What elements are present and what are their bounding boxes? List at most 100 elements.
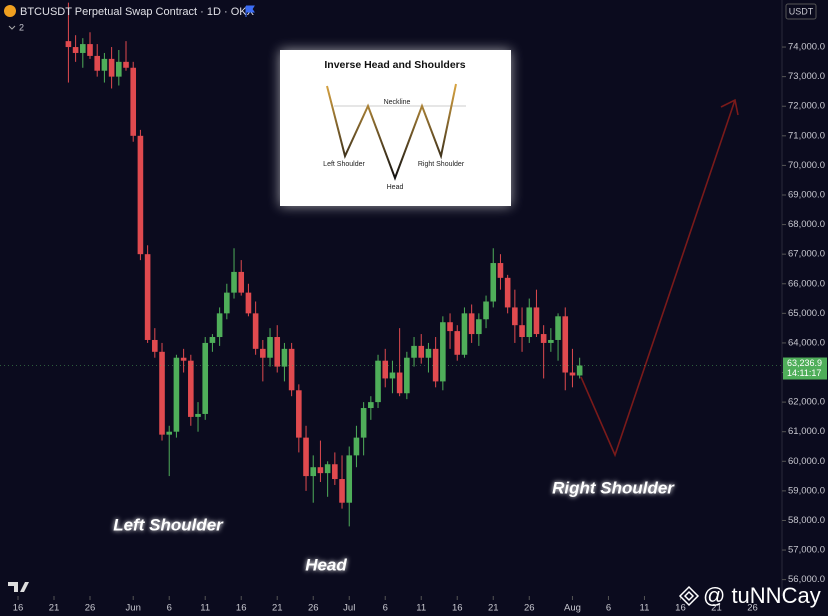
candle-body <box>260 348 266 358</box>
y-tick-label: 72,000.0 <box>788 101 825 112</box>
candle-body <box>483 301 489 320</box>
candle-body <box>425 348 432 358</box>
collapse-icon[interactable] <box>8 25 16 30</box>
candle-body <box>231 271 237 293</box>
y-tick-label: 73,000.0 <box>788 71 825 82</box>
countdown: 14:11:17 <box>787 368 821 378</box>
candle-body <box>368 402 374 409</box>
x-tick-label: 26 <box>85 603 96 614</box>
arrow-head <box>720 98 739 116</box>
candle-body <box>94 55 101 71</box>
y-tick-label: 60,000.0 <box>788 456 825 467</box>
x-tick-label: 16 <box>13 603 24 614</box>
y-tick-label: 69,000.0 <box>788 190 825 201</box>
currency-box[interactable] <box>785 3 817 20</box>
annotation: Right Shoulder <box>552 478 675 497</box>
candle-body <box>166 431 173 435</box>
candle-body <box>353 437 360 456</box>
y-tick-label: 65,000.0 <box>788 308 825 319</box>
annotation: Head <box>305 555 347 574</box>
candle-body <box>317 467 324 474</box>
x-tick-label: 16 <box>236 603 247 614</box>
x-tick-label: 26 <box>524 603 535 614</box>
candle-body <box>360 408 367 438</box>
candle-body <box>310 467 317 477</box>
candle-body <box>519 325 525 338</box>
last-price-label: 63,236.9 <box>787 358 822 368</box>
y-tick-label: 74,000.0 <box>788 42 825 53</box>
x-tick-label: 6 <box>383 603 388 614</box>
y-tick-label: 64,000.0 <box>788 337 825 348</box>
watermark-icon <box>678 585 700 607</box>
candle-body <box>144 254 151 340</box>
candle-body <box>432 348 439 382</box>
candle-body <box>202 342 209 414</box>
candle-body <box>440 322 446 382</box>
y-tick-label: 58,000.0 <box>788 515 825 526</box>
candle-body <box>209 337 216 343</box>
candle-body <box>288 348 295 391</box>
candle-body <box>555 316 561 340</box>
candle-body <box>101 58 108 71</box>
y-tick-label: 62,000.0 <box>788 397 825 408</box>
candle-body <box>382 360 389 379</box>
candle-body <box>468 313 475 335</box>
x-tick-label: 11 <box>200 603 210 614</box>
inset-box <box>280 50 511 206</box>
inset-label: Right Shoulder <box>418 161 465 168</box>
x-tick-label: 6 <box>167 603 172 614</box>
x-tick-label: Jul <box>343 603 355 614</box>
x-tick-label: 21 <box>49 603 60 614</box>
candle-body <box>576 365 583 376</box>
candle-body <box>389 372 396 379</box>
y-tick-label: 71,000.0 <box>788 130 825 141</box>
candle-body <box>512 307 518 326</box>
x-tick-label: 16 <box>452 603 463 614</box>
x-tick-label: 21 <box>272 603 283 614</box>
candle-body <box>152 339 158 352</box>
inset-label: Neckline <box>384 99 411 106</box>
candle-body <box>324 464 331 474</box>
candle-body <box>72 47 79 53</box>
x-tick-label: 21 <box>488 603 499 614</box>
y-tick-label: 59,000.0 <box>788 485 825 496</box>
candle-body <box>123 61 129 68</box>
y-tick-label: 67,000.0 <box>788 249 825 260</box>
candle-body <box>87 44 93 56</box>
y-tick-label: 68,000.0 <box>788 219 825 230</box>
inset-label: Left Shoulder <box>323 161 365 168</box>
last-price-box <box>783 357 827 380</box>
x-tick-label: 16 <box>675 603 686 614</box>
candle-body <box>411 345 417 358</box>
chart-title: BTCUSDT Perpetual Swap Contract · 1D · O… <box>20 6 255 18</box>
candle-body <box>526 307 533 338</box>
candle-body <box>159 351 165 435</box>
candle-body <box>562 316 569 373</box>
candle-body <box>173 357 180 432</box>
candle-body <box>375 360 381 403</box>
indicator-count: 2 <box>19 22 24 32</box>
candle-body <box>245 292 252 314</box>
y-tick-label: 70,000.0 <box>788 160 825 171</box>
y-tick-label: 56,000.0 <box>788 574 825 585</box>
candle-body <box>137 135 144 255</box>
candle-body <box>504 277 511 308</box>
candle-body <box>274 337 281 367</box>
annotation: Left Shoulder <box>113 515 224 534</box>
candle-body <box>540 334 547 343</box>
candle-body <box>130 67 137 136</box>
candle-body <box>396 372 403 394</box>
inset-label: Head <box>387 184 404 191</box>
x-tick-label: 11 <box>416 603 426 614</box>
logo <box>8 582 29 592</box>
candle-body <box>346 455 353 503</box>
x-tick-label: 11 <box>640 603 650 614</box>
plot: 56,000.0 57,000.0 58,000.0 59,000.0 60,000.0… <box>13 2 825 614</box>
candle-body <box>296 390 302 438</box>
flag-icon <box>245 5 255 17</box>
projection-arrow <box>580 99 736 458</box>
candle-body <box>497 263 504 278</box>
candle-body <box>332 464 338 480</box>
x-tick-label: 6 <box>606 603 611 614</box>
